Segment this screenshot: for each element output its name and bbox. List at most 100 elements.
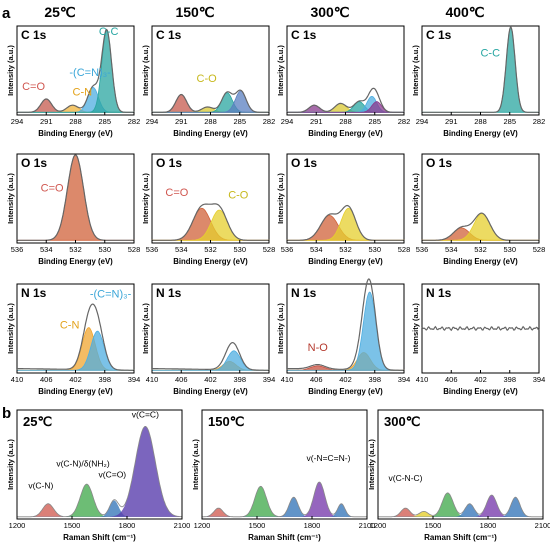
x-tick-label: 534 (310, 245, 323, 254)
x-tick-label: 285 (368, 117, 381, 126)
x-tick-label: 282 (533, 117, 546, 126)
raman-temperature-label: 25℃ (23, 414, 52, 429)
y-axis-label: Intensity (a.u.) (276, 173, 285, 224)
xps-row-title: O 1s (21, 156, 47, 170)
x-tick-label: 1200 (9, 521, 26, 530)
xps-n1s-envelope (152, 341, 269, 371)
x-tick-label: 1500 (249, 521, 266, 530)
raman-band-3 (202, 482, 367, 517)
raman-frame (16, 409, 183, 520)
raman-annotation: v(C=C) (132, 410, 159, 420)
y-axis-label: Intensity (a.u.) (141, 173, 150, 224)
x-tick-label: 285 (98, 117, 111, 126)
panel-a-label: a (2, 5, 11, 22)
x-axis-label: Binding Energy (eV) (443, 129, 518, 138)
y-axis-label: Intensity (a.u.) (367, 439, 376, 490)
x-tick-label: 394 (398, 375, 411, 384)
xps-o1s-component-1 (151, 209, 270, 241)
xps-row-title: O 1s (426, 156, 452, 170)
x-axis-label: Binding Energy (eV) (173, 387, 248, 396)
raman-annotation: v(C-N) (28, 480, 53, 490)
x-tick-label: 532 (204, 245, 217, 254)
raman-annotation: v(C=O) (99, 470, 127, 480)
raman-envelope (378, 492, 543, 518)
xps-n1s-envelope (286, 278, 404, 371)
raman-envelope (202, 481, 367, 518)
raman-band-0 (202, 508, 367, 517)
xps-o1s-envelope (152, 203, 269, 241)
raman-annotation: v(C-N-C) (389, 473, 423, 483)
x-tick-label: 406 (310, 375, 323, 384)
peak-annotation: C-N (60, 320, 80, 332)
x-tick-label: 288 (69, 117, 82, 126)
x-tick-label: 402 (339, 375, 352, 384)
x-tick-label: 530 (368, 245, 381, 254)
y-axis-label: Intensity (a.u.) (411, 173, 420, 224)
raman-temperature-label: 150℃ (208, 414, 244, 429)
x-axis-label: Binding Energy (eV) (38, 387, 113, 396)
x-tick-label: 534 (175, 245, 188, 254)
peak-annotation: C-C (99, 26, 119, 38)
peak-annotation: -(C=N)₃- (69, 67, 111, 79)
x-tick-label: 536 (11, 245, 24, 254)
x-axis-label: Binding Energy (eV) (308, 387, 383, 396)
x-tick-label: 410 (11, 375, 24, 384)
x-tick-label: 285 (503, 117, 516, 126)
raman-temperature-label: 300℃ (384, 414, 420, 429)
x-tick-label: 528 (263, 245, 276, 254)
peak-annotation: C-C (480, 47, 500, 59)
x-tick-label: 291 (310, 117, 323, 126)
peak-annotation: C-N (73, 86, 93, 98)
peak-annotation: N-O (308, 342, 329, 354)
raman-band-0 (17, 503, 182, 517)
column-temperature-150: 150℃ (175, 4, 214, 20)
x-tick-label: 534 (40, 245, 53, 254)
x-tick-label: 532 (474, 245, 487, 254)
x-tick-label: 2100 (359, 521, 376, 530)
xps-row-title: O 1s (291, 156, 317, 170)
x-tick-label: 528 (398, 245, 411, 254)
xps-row-title: O 1s (156, 156, 182, 170)
x-tick-label: 402 (69, 375, 82, 384)
xps-row-title: C 1s (21, 28, 47, 42)
raman-frame (377, 409, 544, 520)
y-axis-label: Intensity (a.u.) (6, 439, 15, 490)
xps-o1s-envelope (287, 204, 404, 241)
peak-annotation: C=O (41, 182, 64, 194)
xps-c1s-envelope (17, 28, 134, 113)
x-tick-label: 402 (474, 375, 487, 384)
raman-annotation: v(-N=C=N-) (307, 453, 351, 463)
y-axis-label: Intensity (a.u.) (276, 45, 285, 96)
xps-c1s-envelope (152, 89, 269, 113)
xps-row-title: N 1s (156, 286, 182, 300)
y-axis-label: Intensity (a.u.) (141, 303, 150, 354)
x-tick-label: 2100 (174, 521, 191, 530)
xps-row-title: N 1s (21, 286, 47, 300)
x-axis-label: Raman Shift (cm⁻¹) (424, 533, 497, 542)
xps-c1s-envelope (287, 87, 404, 113)
x-axis-label: Binding Energy (eV) (173, 129, 248, 138)
xps-row-title: N 1s (291, 286, 317, 300)
x-tick-label: 291 (40, 117, 53, 126)
x-tick-label: 402 (204, 375, 217, 384)
x-tick-label: 406 (40, 375, 53, 384)
peak-annotation: C=O (22, 81, 45, 93)
x-tick-label: 291 (445, 117, 458, 126)
x-tick-label: 530 (98, 245, 111, 254)
x-axis-label: Binding Energy (eV) (38, 257, 113, 266)
xps-row-title: C 1s (291, 28, 317, 42)
x-tick-label: 532 (69, 245, 82, 254)
plot-area: C 1s 294 291 288 285 282 Binding Energy (eV) In… (6, 25, 550, 542)
x-tick-label: 394 (263, 375, 276, 384)
x-tick-label: 410 (416, 375, 429, 384)
peak-annotation: C-O (228, 190, 249, 202)
xps-row-title: N 1s (426, 286, 452, 300)
x-axis-label: Binding Energy (eV) (443, 257, 518, 266)
x-tick-label: 536 (416, 245, 429, 254)
y-axis-label: Intensity (a.u.) (411, 45, 420, 96)
x-tick-label: 530 (503, 245, 516, 254)
y-axis-label: Intensity (a.u.) (191, 439, 200, 490)
x-tick-label: 534 (445, 245, 458, 254)
x-tick-label: 406 (175, 375, 188, 384)
